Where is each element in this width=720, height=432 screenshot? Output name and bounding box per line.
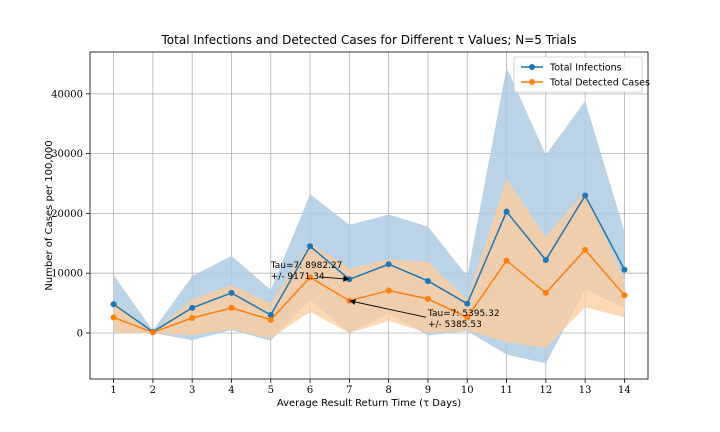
x-axis-title: Average Result Return Time (τ Days): [277, 398, 461, 409]
legend-marker: [529, 79, 535, 85]
y-tick-label: 40000: [51, 89, 83, 100]
legend-label: Total Infections: [549, 63, 622, 74]
point-series-1: [464, 300, 471, 307]
x-tick-label: 7: [346, 385, 352, 396]
y-axis-title: Number of Cases per 100,000: [44, 140, 55, 290]
point-series-1: [542, 257, 549, 264]
point-series-2: [267, 316, 274, 323]
chart-title: Total Infections and Detected Cases for …: [161, 33, 577, 47]
x-tick-label: 6: [307, 385, 313, 396]
series-points: [110, 192, 628, 336]
y-tick-label: 20000: [51, 209, 83, 220]
x-tick-label: 3: [189, 385, 195, 396]
point-series-2: [621, 292, 628, 299]
point-series-1: [424, 277, 431, 284]
point-series-2: [424, 295, 431, 302]
point-series-1: [228, 289, 235, 296]
legend: Total Infections Total Detected Cases: [513, 56, 650, 93]
annotation-text: +/- 9171.34: [271, 272, 325, 282]
annotation-text: +/- 5385.53: [428, 320, 482, 330]
point-series-1: [110, 301, 117, 308]
x-tick-label: 4: [228, 385, 234, 396]
point-series-2: [464, 314, 471, 321]
point-series-2: [582, 246, 589, 253]
x-tick-label: 1: [110, 385, 116, 396]
annotation-arrow: [349, 300, 427, 318]
point-series-1: [621, 266, 628, 273]
point-series-2: [228, 304, 235, 311]
point-series-1: [385, 261, 392, 268]
point-series-1: [503, 208, 510, 215]
point-series-2: [307, 274, 314, 281]
y-axis-ticks: 0 10000 20000 30000 40000: [51, 89, 90, 339]
x-tick-label: 14: [618, 385, 631, 396]
band-series-2: [113, 178, 625, 348]
point-series-1: [582, 192, 589, 199]
annotation-text: Tau=7: 8982.27: [270, 261, 343, 271]
x-tick-label: 2: [150, 385, 156, 396]
x-tick-label: 5: [268, 385, 274, 396]
annotations: Tau=7: 8982.27+/- 9171.34 Tau=7: 5395.32+…: [270, 261, 500, 330]
series-lines: [113, 193, 626, 334]
y-tick-label: 30000: [51, 149, 83, 160]
x-tick-label: 12: [539, 385, 552, 396]
annotation-text: Tau=7: 5395.32: [427, 309, 500, 319]
legend-label: Total Detected Cases: [549, 78, 650, 89]
point-series-2: [385, 287, 392, 294]
legend-box: [513, 56, 643, 93]
confidence-bands: [113, 67, 625, 364]
point-series-2: [149, 329, 156, 336]
legend-marker: [529, 64, 535, 70]
point-series-2: [542, 289, 549, 296]
annotation-arrowhead: [343, 275, 350, 282]
x-tick-label: 9: [425, 385, 431, 396]
point-series-1: [189, 304, 196, 311]
annotation-arrowhead: [349, 299, 356, 305]
x-axis-ticks: 1 2 3 4 5 6 7 8 9 10 11 12 13 14: [110, 379, 631, 396]
plot-frame: [89, 51, 649, 380]
point-series-2: [189, 315, 196, 322]
line-series-1: [113, 193, 626, 333]
x-tick-label: 13: [579, 385, 592, 396]
y-tick-label: 0: [77, 328, 83, 339]
point-series-1: [267, 312, 274, 319]
x-tick-label: 8: [385, 385, 391, 396]
line-series-2: [113, 248, 625, 334]
point-series-2: [110, 314, 117, 321]
point-series-1: [307, 243, 314, 250]
x-tick-label: 11: [500, 385, 513, 396]
point-series-2: [503, 257, 510, 264]
y-tick-label: 10000: [51, 269, 83, 280]
x-tick-label: 10: [461, 385, 474, 396]
